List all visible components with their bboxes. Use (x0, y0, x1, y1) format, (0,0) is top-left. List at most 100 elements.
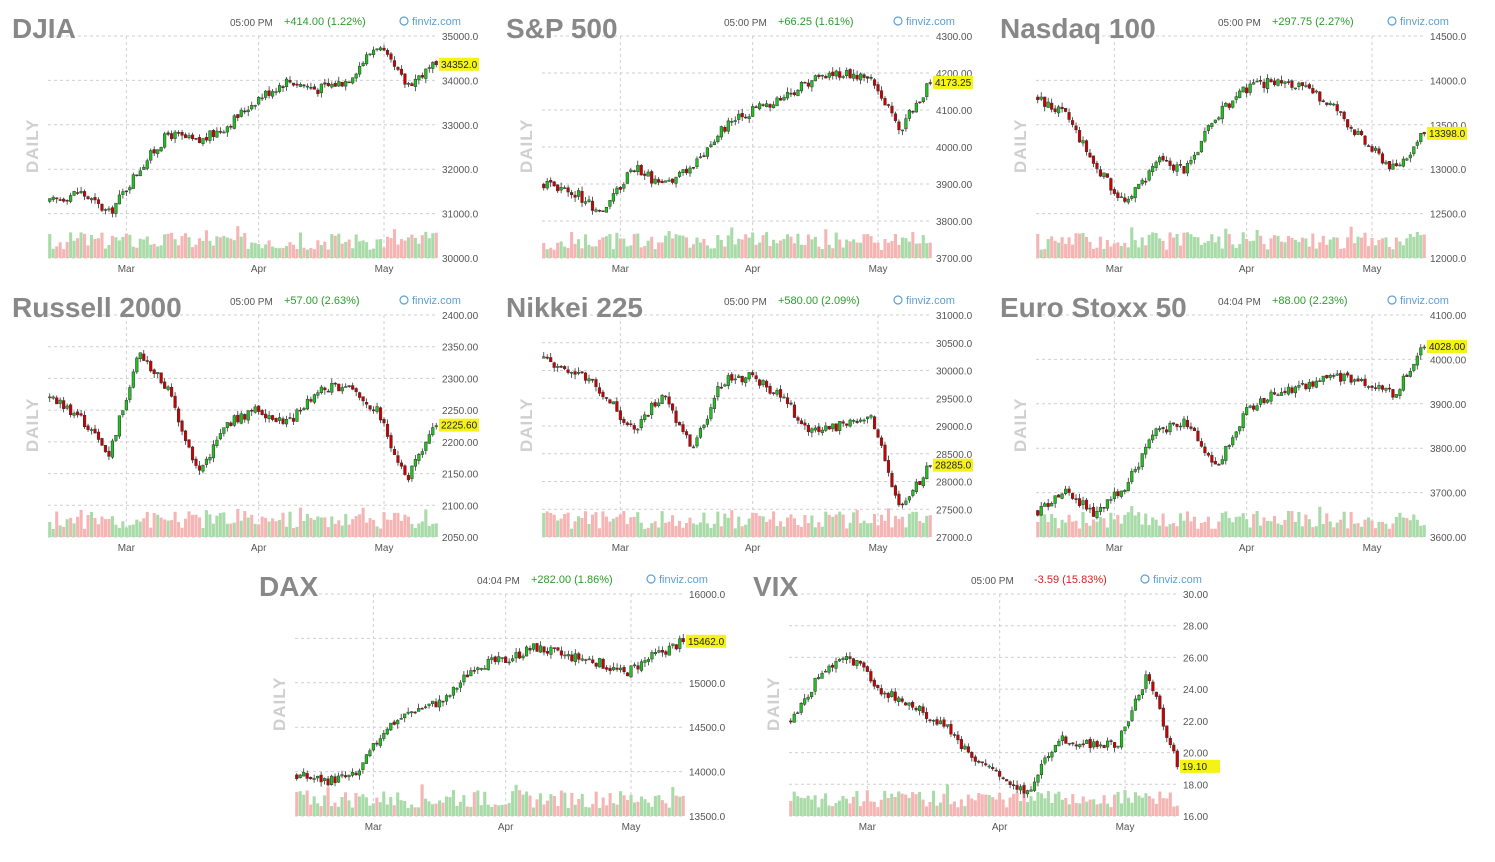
volume-bar (190, 247, 195, 258)
candle-body (907, 496, 911, 501)
volume-bar (149, 244, 153, 258)
volume-bar (358, 241, 362, 258)
candle-body (796, 417, 800, 421)
volume-bar (403, 801, 407, 816)
candle-body (284, 419, 289, 425)
volume-bar (1363, 232, 1367, 258)
candle-body (465, 674, 469, 678)
volume-bar (830, 806, 835, 816)
chart-panel-vix[interactable]: 30.00 28.00 26.00 24.00 22.00 20.00 18.00 16.00… (749, 566, 1229, 841)
candle-body (1311, 381, 1315, 387)
chart-panel-sp500[interactable]: 4300.00 4200.00 4100.00 4000.00 3900.00 3800.… (502, 8, 982, 283)
candle-body (323, 387, 327, 391)
candle-body (86, 425, 90, 431)
candle-body (684, 431, 689, 436)
volume-bar (514, 784, 518, 816)
chart-panel-nasdaq100[interactable]: 14500.0 14000.0 13500.0 13000.0 12500.0 12000… (996, 8, 1476, 283)
candle-body (96, 431, 101, 440)
candle-body (1415, 355, 1419, 366)
candle-body (264, 413, 268, 419)
candle-body (674, 176, 678, 184)
candle-body (323, 778, 327, 782)
candle-body (904, 500, 908, 505)
volume-bar (1255, 229, 1259, 258)
volume-bar (1109, 246, 1113, 258)
brand-link[interactable]: finviz.com (906, 16, 955, 28)
chart-panel-nikkei225[interactable]: 31000.0 30500.0 30000.0 29500.0 29000.0 28500… (502, 287, 982, 562)
brand-link[interactable]: finviz.com (412, 16, 461, 28)
volume-bar (76, 516, 80, 537)
candle-body (500, 657, 504, 659)
candle-body (1346, 372, 1350, 376)
candle-body (977, 760, 981, 763)
candle-body (886, 460, 891, 473)
brand-link[interactable]: finviz.com (412, 295, 461, 307)
volume-bar (688, 517, 692, 537)
candle-body (813, 427, 817, 431)
volume-bar (1032, 800, 1037, 816)
candle-body (573, 371, 577, 375)
brand-link[interactable]: finviz.com (1400, 16, 1449, 28)
chart-panel-eurostoxx50[interactable]: 4100.00 4000.00 3900.00 3800.00 3700.00 3600.… (996, 287, 1476, 562)
candle-body (1272, 392, 1277, 395)
candle-body (1206, 125, 1210, 131)
volume-bar (1092, 799, 1096, 816)
volume-bar (765, 232, 769, 258)
candle-body (744, 116, 748, 119)
candle-body (1314, 90, 1318, 93)
brand-link[interactable]: finviz.com (906, 295, 955, 307)
volume-bar (1172, 523, 1176, 537)
volume-bar (848, 522, 852, 537)
candle-body (1018, 786, 1023, 791)
candle-body (267, 90, 271, 96)
candle-body (1095, 741, 1099, 747)
candle-body (632, 170, 636, 172)
volume-bar (799, 797, 803, 816)
volume-bar (1081, 796, 1085, 816)
volume-bar (1071, 244, 1075, 258)
candle-body (1415, 141, 1419, 146)
change-label: +88.00 (2.23%) (1272, 295, 1348, 307)
candle-body (152, 369, 156, 375)
candle-body (260, 410, 264, 416)
volume-bar (1046, 522, 1050, 537)
chart-panel-djia[interactable]: 35000.0 34000.0 33000.0 32000.0 31000.0 30000… (8, 8, 488, 283)
volume-bar (1071, 794, 1075, 816)
chart-panel-russell2000[interactable]: 2400.00 2350.00 2300.00 2250.00 2200.00 2150.… (8, 287, 488, 562)
candle-body (1328, 374, 1332, 378)
volume-bar (747, 237, 751, 258)
volume-bar (765, 521, 769, 537)
volume-bar (1005, 807, 1009, 816)
candle-body (166, 386, 170, 390)
volume-bar (180, 235, 184, 258)
volume-bar (1053, 240, 1057, 258)
volume-bar (580, 793, 584, 816)
candle-body (657, 402, 661, 406)
volume-bar (1175, 233, 1179, 258)
x-tick-label: May (869, 264, 888, 275)
x-tick-label: Apr (1239, 264, 1255, 275)
candle-body (740, 113, 744, 118)
brand-link[interactable]: finviz.com (1153, 574, 1202, 586)
candle-body (420, 451, 424, 455)
candle-body (632, 425, 636, 430)
volume-bar (573, 804, 577, 816)
volume-bar (1102, 795, 1106, 816)
candle-body (904, 702, 908, 706)
volume-bar (810, 799, 814, 816)
volume-bar (1367, 517, 1371, 537)
x-tick-label: Apr (745, 264, 761, 275)
volume-bar (225, 237, 229, 258)
chart-panel-dax[interactable]: 16000.015500.015000.014500.014000.013500… (255, 566, 735, 841)
candle-body (1342, 111, 1346, 120)
volume-bar (135, 247, 139, 258)
x-tick-label: May (375, 264, 394, 275)
candle-body (866, 76, 870, 79)
candle-body (1349, 126, 1353, 129)
candle-body (48, 198, 52, 202)
volume-bar (333, 802, 337, 816)
candle-body (93, 428, 97, 434)
brand-link[interactable]: finviz.com (659, 574, 708, 586)
volume-bar (873, 513, 877, 537)
brand-link[interactable]: finviz.com (1400, 295, 1449, 307)
